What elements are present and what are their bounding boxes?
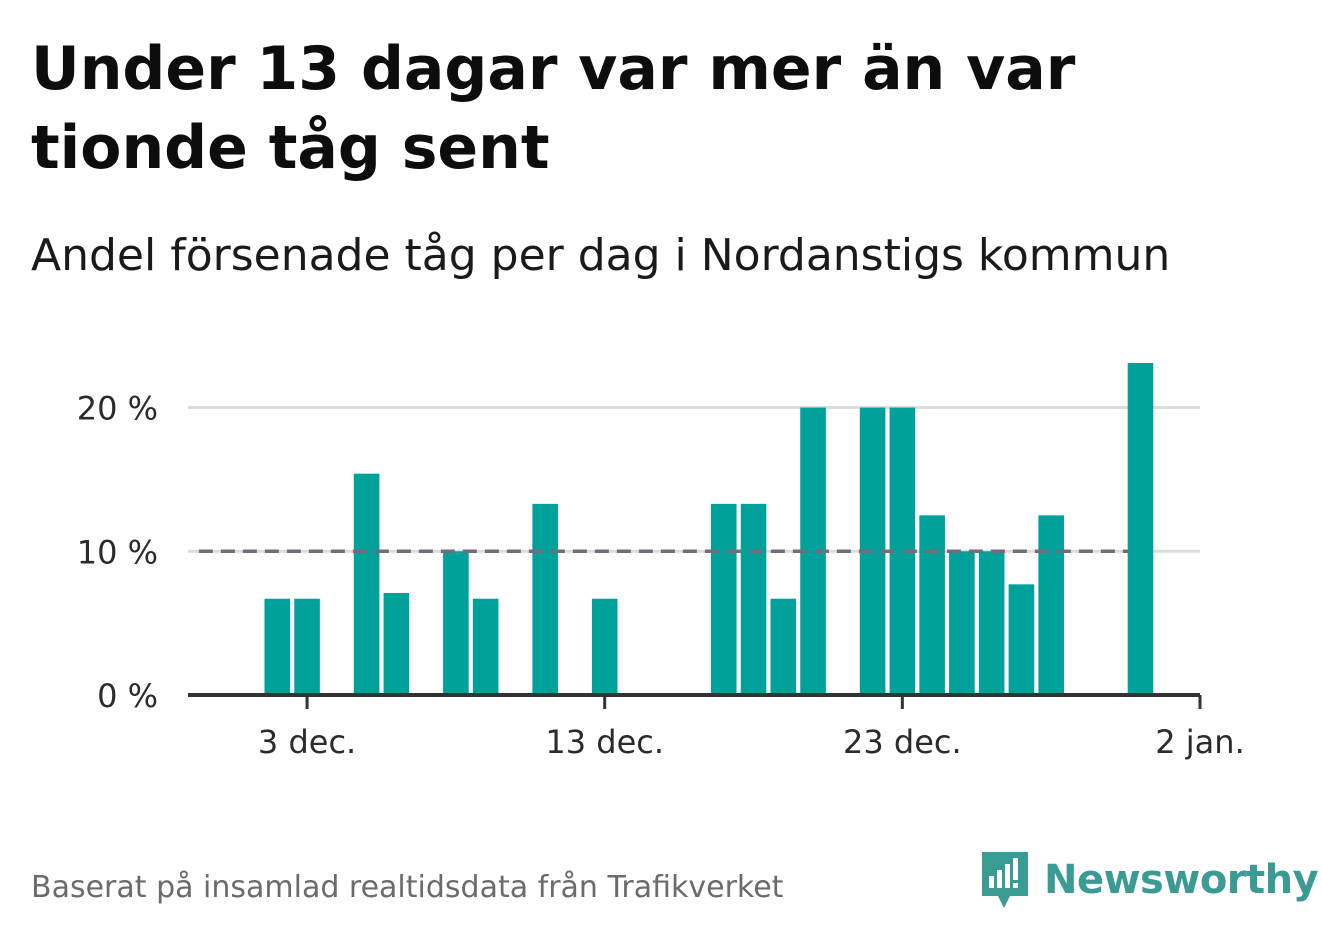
bar [532, 503, 558, 695]
bar [1127, 363, 1154, 695]
bar [740, 503, 767, 695]
bar [353, 473, 380, 695]
bar [919, 515, 945, 695]
bar [383, 592, 410, 695]
brand-logo[interactable]: Newsworthy [980, 848, 1319, 912]
x-tick-label: 23 dec. [843, 723, 962, 761]
x-tick-label: 3 dec. [258, 723, 356, 761]
tick-labels: 0 % 10 % 20 % 3 dec. 13 dec. 23 dec. 2 jan. [77, 390, 1245, 761]
y-tick-label: 0 % [97, 677, 158, 715]
bar [1008, 584, 1035, 695]
axes [188, 693, 1202, 709]
bar [710, 503, 737, 695]
bar-chart: 0 % 10 % 20 % 3 dec. 13 dec. 23 dec. 2 jan. [77, 363, 1245, 761]
brand-name: Newsworthy [1044, 857, 1319, 903]
bars [264, 363, 1154, 695]
bar [294, 598, 320, 695]
x-tick-label: 13 dec. [545, 723, 664, 761]
newsworthy-logo-icon [982, 852, 1028, 908]
chart-subtitle: Andel försenade tåg per dag i Nordanstig… [31, 230, 1171, 281]
y-tick-label: 10 % [77, 533, 158, 571]
bar [1038, 515, 1064, 695]
bar [770, 598, 797, 695]
bar [443, 551, 469, 695]
y-tick-label: 20 % [77, 390, 158, 428]
bar [949, 551, 975, 695]
chart-title: Under 13 dagar var mer än var tionde tåg… [31, 34, 1076, 183]
bar [591, 598, 618, 695]
x-tick-label: 2 jan. [1155, 723, 1244, 761]
bar [264, 598, 291, 695]
bar [472, 598, 499, 695]
bar [978, 551, 1005, 695]
source-note: Baserat på insamlad realtidsdata från Tr… [31, 870, 784, 905]
